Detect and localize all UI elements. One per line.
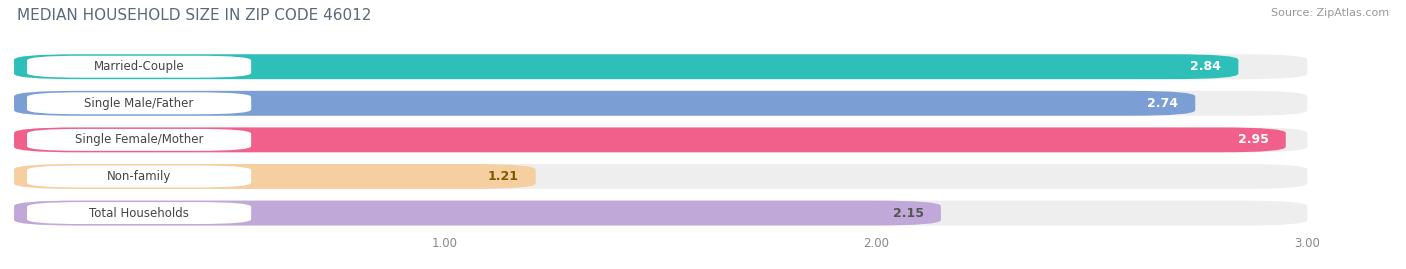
FancyBboxPatch shape [14, 54, 1239, 79]
FancyBboxPatch shape [14, 164, 1308, 189]
Text: Source: ZipAtlas.com: Source: ZipAtlas.com [1271, 8, 1389, 18]
Text: 2.15: 2.15 [893, 207, 924, 220]
Text: 1.21: 1.21 [488, 170, 519, 183]
FancyBboxPatch shape [14, 201, 941, 225]
FancyBboxPatch shape [14, 201, 1308, 225]
FancyBboxPatch shape [14, 128, 1308, 152]
Text: 2.84: 2.84 [1191, 60, 1220, 73]
FancyBboxPatch shape [14, 128, 1285, 152]
FancyBboxPatch shape [27, 202, 252, 224]
Text: MEDIAN HOUSEHOLD SIZE IN ZIP CODE 46012: MEDIAN HOUSEHOLD SIZE IN ZIP CODE 46012 [17, 8, 371, 23]
FancyBboxPatch shape [27, 129, 252, 151]
Text: 2.95: 2.95 [1237, 133, 1268, 146]
Text: Married-Couple: Married-Couple [94, 60, 184, 73]
Text: Single Female/Mother: Single Female/Mother [75, 133, 204, 146]
Text: Total Households: Total Households [89, 207, 188, 220]
FancyBboxPatch shape [14, 164, 536, 189]
FancyBboxPatch shape [27, 92, 252, 114]
FancyBboxPatch shape [14, 91, 1308, 116]
FancyBboxPatch shape [27, 56, 252, 78]
FancyBboxPatch shape [14, 54, 1308, 79]
Text: Non-family: Non-family [107, 170, 172, 183]
FancyBboxPatch shape [14, 91, 1195, 116]
Text: 2.74: 2.74 [1147, 97, 1178, 110]
FancyBboxPatch shape [27, 165, 252, 187]
Text: Single Male/Father: Single Male/Father [84, 97, 194, 110]
